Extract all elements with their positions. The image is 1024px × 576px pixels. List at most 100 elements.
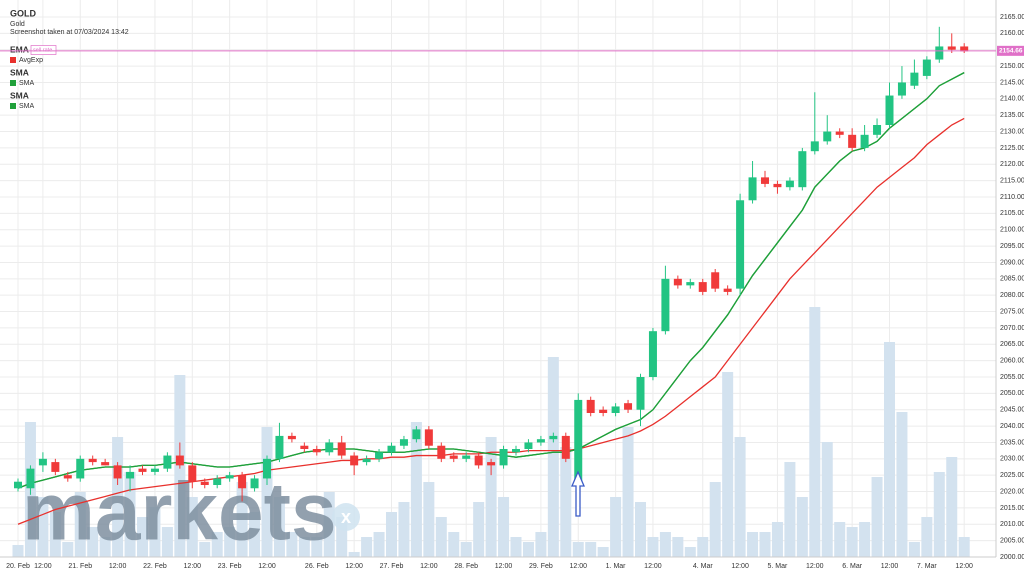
- y-tick-label: 2055.00: [1000, 374, 1024, 381]
- volume-bar: [386, 512, 397, 557]
- y-tick-label: 2015.00: [1000, 505, 1024, 512]
- candle-body: [860, 134, 869, 148]
- volume-bar: [684, 547, 696, 557]
- volume-bar: [896, 412, 908, 557]
- volume-bar: [273, 497, 285, 557]
- candle-body: [785, 180, 794, 188]
- y-tick-label: 2085.00: [1000, 276, 1024, 283]
- volume-bar: [871, 477, 883, 557]
- volume-bar: [610, 497, 622, 557]
- candle-body: [63, 475, 72, 479]
- volume-bar: [161, 527, 173, 557]
- volume-bar: [74, 492, 86, 557]
- candle-body: [474, 455, 483, 466]
- candle-body: [263, 458, 271, 479]
- candle-body: [848, 134, 857, 148]
- x-tick-label: 6. Mar: [842, 563, 863, 570]
- candle-body: [761, 177, 769, 184]
- candle-body: [188, 465, 197, 482]
- x-tick-label: 27. Feb: [380, 563, 404, 570]
- volume-bar: [921, 517, 933, 557]
- candles: [14, 26, 969, 502]
- y-tick-label: 2005.00: [1000, 537, 1024, 544]
- y-tick-label: 2060.00: [1000, 357, 1024, 364]
- x-tick-label: 12:00: [345, 563, 363, 570]
- candle-body: [922, 59, 931, 76]
- candle-body: [873, 125, 882, 135]
- volume-bar: [224, 527, 236, 557]
- volume-bar: [435, 517, 447, 557]
- y-tick-label: 2020.00: [1000, 488, 1024, 495]
- arrow-annotation: [571, 470, 585, 517]
- volume-bar: [933, 472, 945, 557]
- candle-body: [935, 46, 944, 60]
- candle-body: [549, 435, 558, 440]
- legend-label: SMA: [19, 80, 35, 87]
- candle-body: [947, 46, 956, 50]
- volume-bar: [311, 537, 323, 557]
- volume-bar: [958, 537, 970, 557]
- candle-body: [673, 278, 682, 286]
- candle-body: [449, 455, 458, 459]
- candle-body: [399, 439, 408, 446]
- candle-body: [810, 141, 819, 152]
- x-tick-label: 28. Feb: [454, 563, 478, 570]
- y-tick-label: 2165.00: [1000, 14, 1024, 21]
- volume-bar: [759, 532, 771, 557]
- y-tick-label: 2035.00: [1000, 439, 1024, 446]
- candle-body: [499, 449, 508, 466]
- y-tick-label: 2130.00: [1000, 128, 1024, 135]
- current-price-box: [997, 45, 1024, 56]
- x-tick-label: 23. Feb: [218, 563, 242, 570]
- volume-bar: [336, 517, 348, 557]
- volume-bar: [522, 542, 534, 557]
- x-tick-label: 4. Mar: [693, 563, 714, 570]
- candle-body: [648, 331, 657, 377]
- volume-bar: [49, 512, 61, 557]
- volume-bar: [261, 427, 273, 557]
- candle-body: [287, 435, 296, 440]
- x-tick-label: 20. Feb: [6, 563, 30, 570]
- x-tick-label: 1. Mar: [606, 563, 627, 570]
- y-tick-label: 2140.00: [1000, 96, 1024, 103]
- x-tick-label: 5. Mar: [768, 563, 789, 570]
- y-tick-label: 2115.00: [1000, 177, 1024, 184]
- volume-bar: [423, 482, 435, 557]
- volume-bar: [410, 422, 422, 557]
- volume-bar: [99, 537, 111, 557]
- volume-bar: [908, 542, 920, 557]
- volume-bar: [323, 492, 335, 557]
- volume-bar: [859, 522, 871, 557]
- candle-body: [300, 445, 309, 449]
- volume-bar: [834, 522, 846, 557]
- candle-body: [773, 183, 782, 188]
- indicators: [17, 72, 965, 525]
- y-tick-label: 2100.00: [1000, 227, 1024, 234]
- volume-bar: [659, 532, 671, 557]
- volume-bar: [149, 507, 161, 557]
- candle-body: [885, 95, 894, 125]
- candle-body: [14, 481, 22, 489]
- volume-bar: [809, 307, 821, 557]
- x-tick-label: 12:00: [881, 563, 899, 570]
- y-tick-label: 2120.00: [1000, 161, 1024, 168]
- indicator-line: [17, 72, 965, 489]
- legend-title: SMA: [10, 67, 29, 77]
- x-tick-label: 7. Mar: [917, 563, 938, 570]
- volume-bar: [448, 532, 460, 557]
- volume-bar: [547, 357, 559, 557]
- volume-bar: [373, 532, 385, 557]
- candle-body: [823, 131, 832, 142]
- candle-body: [686, 282, 695, 286]
- candle-body: [798, 151, 807, 188]
- candle-body: [412, 429, 421, 440]
- volume-bar: [211, 532, 223, 557]
- volume-bar: [473, 502, 485, 557]
- y-tick-label: 2150.00: [1000, 63, 1024, 70]
- x-tick-label: 12:00: [34, 563, 52, 570]
- y-tick-label: 2010.00: [1000, 521, 1024, 528]
- candle-body: [138, 468, 147, 472]
